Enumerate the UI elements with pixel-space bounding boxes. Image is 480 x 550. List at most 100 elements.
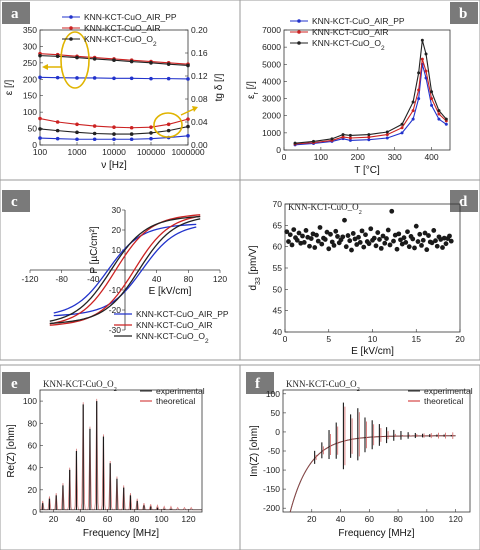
x-axis-label: T [°C]: [354, 165, 380, 176]
y-tick-label: 7000: [262, 25, 281, 35]
x-tick-label: 0: [283, 334, 288, 344]
panel-title: KNN-KCT-CuO_O2: [43, 379, 117, 393]
data-point: [417, 71, 421, 75]
data-point: [129, 125, 134, 130]
x-tick-label: 80: [184, 274, 194, 284]
scatter-point: [431, 228, 437, 233]
data-point: [367, 138, 371, 142]
scatter-point: [347, 238, 353, 244]
data-point: [112, 58, 116, 63]
data-point: [367, 133, 371, 137]
scatter-point: [300, 233, 305, 239]
x-axis-label: ν [Hz]: [101, 160, 127, 171]
scatter-point: [335, 234, 340, 239]
plot-d: 0 5 10 15 20 40 45 50 55 60 65 70 E [kV/cm] d33 [pm/V…: [248, 199, 465, 357]
data-point: [424, 52, 428, 56]
y2-tick-label: 0.20: [191, 25, 208, 35]
y-tick-label: -10: [109, 285, 122, 295]
data-point: [112, 76, 116, 81]
y-tick-label: -50: [268, 446, 281, 456]
y-tick-label: 200: [23, 74, 37, 84]
panel-title: KNN-KCT-CuO_O2: [286, 379, 360, 393]
y-tick-label: -30: [109, 325, 122, 335]
data-point: [112, 137, 116, 142]
x-tick-label: 80: [130, 514, 140, 524]
legend-swatch-marker: [297, 30, 301, 34]
scatter-point: [368, 226, 374, 232]
scatter-point: [331, 242, 337, 248]
y-tick-label: 20: [28, 485, 38, 495]
scatter-point: [342, 217, 347, 223]
scatter-point: [433, 238, 438, 244]
scatter-point: [366, 241, 372, 247]
scatter-point: [317, 225, 323, 230]
y-tick-label: 0: [275, 427, 280, 437]
panel-title: KNN-KCT-CuO_O2: [288, 202, 362, 216]
scatter-point: [398, 237, 403, 243]
theoretical-line: [289, 435, 456, 513]
scatter-point: [315, 238, 321, 244]
scatter-point: [434, 243, 440, 249]
x-tick-label: 120: [181, 514, 195, 524]
scatter-point: [429, 240, 435, 246]
x-tick-label: -120: [21, 274, 38, 284]
data-point: [430, 97, 434, 101]
scatter-point: [440, 245, 445, 250]
y-tick-label: 250: [23, 58, 37, 68]
scatter-point: [363, 232, 368, 238]
legend-label: KNN-KCT-CuO_AIR: [84, 23, 161, 33]
data-point: [38, 53, 42, 58]
x-tick-label: 80: [393, 514, 403, 524]
scatter-point: [340, 234, 346, 240]
y-axis-label: d33 [pm/V]: [248, 245, 262, 290]
panel-f-label: f: [255, 376, 261, 392]
scatter-point: [385, 227, 391, 233]
data-point: [437, 112, 441, 116]
plot-b: 0 100 200 300 400010002000300040005000600070…: [246, 16, 451, 176]
scatter-point: [357, 240, 363, 245]
legend-label: KNN-KCT-CuO_AIR_PP: [84, 12, 177, 22]
y-tick-label: 50: [273, 284, 283, 294]
panel-e-label: e: [11, 376, 18, 392]
scatter-point: [354, 242, 360, 247]
data-point: [417, 97, 421, 101]
y-tick-label: -100: [263, 465, 280, 475]
legend-swatch-marker: [297, 19, 301, 23]
data-point: [385, 136, 389, 140]
legend-label: KNN-KCT-CuO_AIR: [312, 27, 389, 37]
x-tick-label: 20: [455, 334, 465, 344]
data-point: [38, 116, 42, 121]
scatter-point: [324, 229, 330, 235]
data-point: [437, 117, 441, 121]
loop-branch-descending: [49, 214, 201, 325]
data-point: [400, 122, 404, 126]
data-point: [444, 117, 448, 121]
x-tick-label: 40: [336, 514, 346, 524]
scatter-point: [349, 247, 354, 253]
y-tick-label: 40: [273, 327, 283, 337]
data-point: [166, 122, 171, 127]
y-tick-label: 55: [273, 263, 283, 273]
data-point: [166, 128, 171, 133]
scatter-point: [322, 237, 328, 242]
scatter-point: [307, 243, 312, 249]
data-point: [149, 76, 153, 81]
plot-a: 100 1000 10000 100000 1000000 0 50 100 150 200 250…: [4, 12, 225, 171]
y2-tick-label: 0.00: [191, 140, 208, 150]
y-tick-label: 3000: [262, 94, 281, 104]
y-tick-label: 20: [112, 225, 122, 235]
panel-e-label-box: [2, 372, 30, 394]
scatter-point: [345, 233, 351, 238]
y-tick-label: 1000: [262, 128, 281, 138]
x-tick-label: 1000: [68, 147, 87, 157]
scatter-point: [389, 208, 395, 214]
scatter-point: [396, 231, 402, 237]
data-point: [437, 109, 441, 113]
y-tick-label: 65: [273, 220, 283, 230]
scatter-point: [443, 241, 449, 247]
data-point: [293, 141, 297, 145]
legend-label: KNN-KCT-CuO_AIR_PP: [312, 16, 405, 26]
x-tick-label: -40: [87, 274, 100, 284]
y-tick-label: 45: [273, 306, 283, 316]
